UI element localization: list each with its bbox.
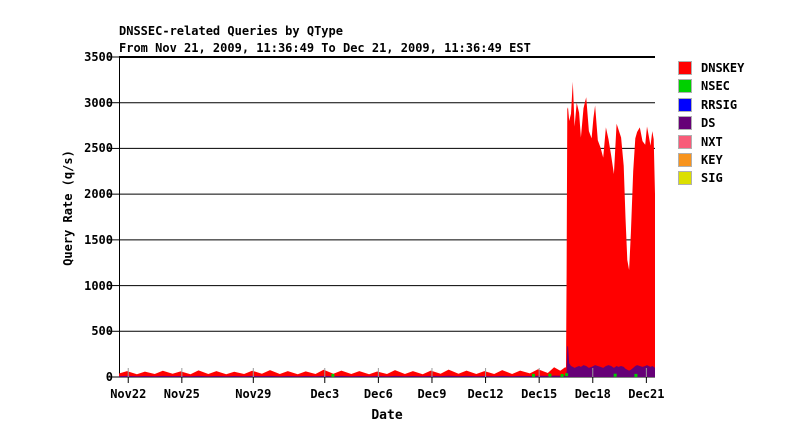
chart-title: DNSSEC-related Queries by QType — [119, 24, 343, 38]
y-tick-label-1500: 1500 — [84, 232, 113, 247]
x-tick-label-Dec6: Dec6 — [363, 387, 393, 401]
legend-swatch-nxt — [678, 134, 692, 149]
y-axis-title: Query Rate (q/s) — [61, 150, 75, 266]
legend-swatch-ds — [678, 116, 692, 131]
y-tick-label-0: 0 — [105, 370, 113, 384]
x-tick-label-Nov29: Nov29 — [235, 387, 272, 401]
chart-subtitle: From Nov 21, 2009, 11:36:49 To Dec 21, 2… — [119, 41, 531, 55]
x-tick-label-Nov25: Nov25 — [163, 387, 200, 401]
legend-swatch-dnskey — [678, 61, 692, 75]
plot-area: 0 500 1000 1500 2000 2500 3000 3500 Nov22 Nov25 No… — [84, 50, 664, 401]
x-tick-label-Nov22: Nov22 — [110, 387, 147, 401]
legend-item-dnskey: DNSKEY — [678, 61, 744, 75]
x-tick-label-Dec21: Dec21 — [628, 387, 665, 401]
nsec-blip — [532, 373, 535, 377]
legend-item-nxt: NXT — [678, 134, 723, 149]
legend-swatch-nsec — [678, 79, 692, 94]
x-tick-label-Dec15: Dec15 — [521, 387, 558, 401]
y-tick-label-3000: 3000 — [84, 95, 113, 110]
plot-svg — [108, 56, 655, 383]
legend-swatch-rrsig — [678, 97, 692, 112]
legend-item-key: KEY — [678, 153, 723, 167]
y-tick-label-2500: 2500 — [84, 141, 113, 156]
area-ds — [119, 345, 655, 377]
nsec-blip — [560, 374, 564, 377]
nsec-blip — [613, 373, 617, 377]
nsec-blip — [634, 373, 638, 377]
x-axis-title: Date — [371, 408, 403, 423]
legend-label-sig: SIG — [701, 171, 723, 186]
y-tick-label-500: 500 — [91, 324, 113, 339]
x-tick-label-Dec18: Dec18 — [574, 387, 611, 401]
y-tick-label-2000: 2000 — [84, 187, 113, 202]
legend-label-nsec: NSEC — [701, 79, 730, 94]
y-tick-label-3500: 3500 — [84, 50, 113, 64]
nsec-blip — [331, 373, 335, 377]
legend-label-dnskey: DNSKEY — [701, 61, 745, 75]
nsec-blip — [565, 373, 569, 377]
legend-label-key: KEY — [701, 153, 723, 167]
area-dnskey — [119, 81, 655, 377]
legend-item-sig: SIG — [678, 171, 723, 186]
x-tick-label-Dec12: Dec12 — [467, 387, 504, 401]
legend-label-ds: DS — [701, 116, 716, 131]
legend-label-nxt: NXT — [701, 134, 723, 149]
legend-item-nsec: NSEC — [678, 79, 730, 94]
y-tick-label-1000: 1000 — [84, 278, 113, 293]
x-tick-label-Dec3: Dec3 — [310, 387, 340, 401]
legend-swatch-sig — [678, 171, 692, 186]
legend-item-rrsig: RRSIG — [678, 97, 738, 112]
legend-item-ds: DS — [678, 116, 716, 131]
nsec-blip — [548, 373, 552, 377]
legend-label-rrsig: RRSIG — [701, 97, 738, 112]
legend-swatch-key — [678, 153, 692, 167]
x-tick-label-Dec9: Dec9 — [417, 387, 447, 401]
